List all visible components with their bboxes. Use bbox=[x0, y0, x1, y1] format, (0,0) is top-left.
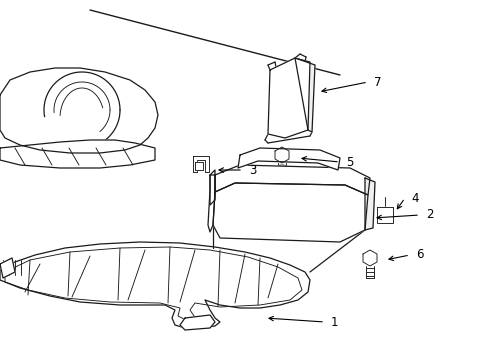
Polygon shape bbox=[274, 147, 288, 163]
Polygon shape bbox=[376, 207, 392, 223]
Text: 6: 6 bbox=[415, 248, 423, 261]
Polygon shape bbox=[209, 170, 215, 205]
Polygon shape bbox=[215, 165, 369, 195]
Text: 5: 5 bbox=[346, 156, 353, 168]
Polygon shape bbox=[0, 258, 15, 278]
Polygon shape bbox=[294, 58, 314, 132]
Polygon shape bbox=[0, 68, 158, 153]
Polygon shape bbox=[195, 162, 203, 170]
Text: 3: 3 bbox=[248, 163, 256, 176]
Polygon shape bbox=[213, 183, 367, 242]
Text: 4: 4 bbox=[410, 192, 418, 204]
Polygon shape bbox=[207, 175, 215, 232]
Polygon shape bbox=[0, 140, 155, 168]
Text: 1: 1 bbox=[330, 315, 338, 328]
Polygon shape bbox=[362, 250, 376, 266]
Polygon shape bbox=[0, 242, 309, 328]
Text: 7: 7 bbox=[373, 76, 381, 89]
Polygon shape bbox=[193, 156, 208, 172]
Polygon shape bbox=[180, 315, 215, 330]
Polygon shape bbox=[238, 148, 339, 170]
Text: 2: 2 bbox=[425, 208, 433, 221]
Polygon shape bbox=[267, 58, 309, 138]
Polygon shape bbox=[364, 178, 374, 230]
